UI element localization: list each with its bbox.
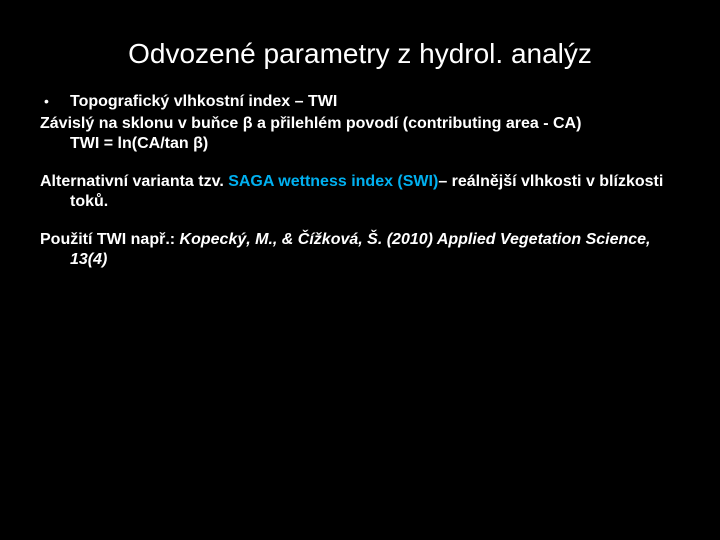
slide-body: • Topografický vlhkostní index – TWI Záv…	[40, 92, 680, 270]
ref-pre: Použití TWI např.:	[40, 231, 180, 248]
slide: Odvozené parametry z hydrol. analýz • To…	[0, 0, 720, 540]
slide-title: Odvozené parametry z hydrol. analýz	[40, 38, 680, 70]
para-alternative: Alternativní varianta tzv. SAGA wettness…	[40, 172, 680, 212]
bullet-text: Topografický vlhkostní index – TWI	[70, 92, 337, 112]
bullet-item-twi: • Topografický vlhkostní index – TWI	[40, 92, 680, 112]
para-reference: Použití TWI např.: Kopecký, M., & Čížkov…	[40, 230, 680, 270]
line-formula: TWI = ln(CA/tan β)	[40, 134, 680, 154]
line-dependency: Závislý na sklonu v buňce β a přilehlém …	[40, 114, 680, 134]
alt-pre: Alternativní varianta tzv.	[40, 173, 228, 190]
alt-highlight: SAGA wettness index (SWI)	[228, 173, 438, 190]
bullet-marker: •	[40, 93, 70, 111]
